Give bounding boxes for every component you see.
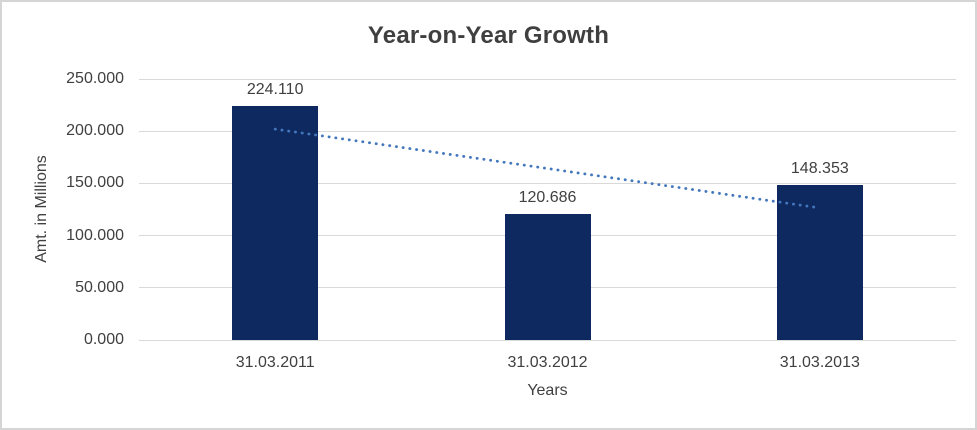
bar — [776, 185, 863, 340]
y-tick-label: 50.000 — [75, 278, 124, 296]
bar-data-label: 148.353 — [790, 160, 849, 178]
chart-title: Year-on-Year Growth — [367, 22, 610, 49]
x-category-label: 31.03.2013 — [779, 354, 860, 371]
gridline — [139, 78, 956, 80]
x-category-label: 31.03.2011 — [235, 354, 315, 371]
bar-data-label: 224.110 — [246, 81, 304, 99]
y-axis-tick-labels: 0.000 50.000 100.000 150.000 200.000 250.000 — [2, 70, 124, 348]
y-tick-label: 250.000 — [66, 70, 124, 87]
bar-data-label: 120.686 — [518, 189, 577, 206]
y-tick-label: 150.000 — [66, 174, 124, 192]
plot-area: 224.110 31.03.2011 120.686 31.03.2012 148.35… — [139, 78, 956, 371]
bar — [232, 106, 319, 340]
x-axis-line — [139, 339, 956, 341]
y-tick-label: 0.000 — [83, 331, 124, 348]
x-category-label: 31.03.2012 — [507, 354, 588, 371]
y-tick-label: 200.000 — [66, 122, 124, 140]
x-axis-title: Years — [527, 382, 568, 399]
bar — [504, 214, 591, 340]
y-tick-label: 100.000 — [66, 226, 124, 244]
